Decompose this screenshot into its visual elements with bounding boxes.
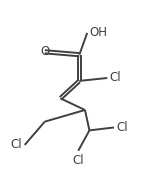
Text: Cl: Cl — [116, 121, 128, 134]
Text: Cl: Cl — [72, 154, 84, 167]
Text: Cl: Cl — [11, 138, 22, 151]
Text: OH: OH — [89, 26, 107, 39]
Text: O: O — [40, 45, 49, 58]
Text: Cl: Cl — [109, 71, 121, 84]
